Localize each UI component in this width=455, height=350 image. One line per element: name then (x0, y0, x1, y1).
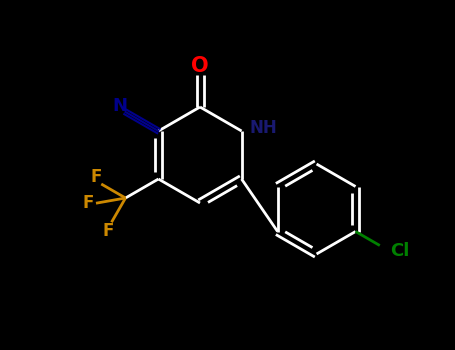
Text: F: F (91, 168, 102, 186)
Text: N: N (112, 97, 127, 115)
Text: O: O (191, 56, 209, 76)
Text: Cl: Cl (390, 241, 409, 259)
Text: F: F (103, 222, 114, 240)
Text: F: F (82, 194, 94, 212)
Text: NH: NH (250, 119, 277, 137)
